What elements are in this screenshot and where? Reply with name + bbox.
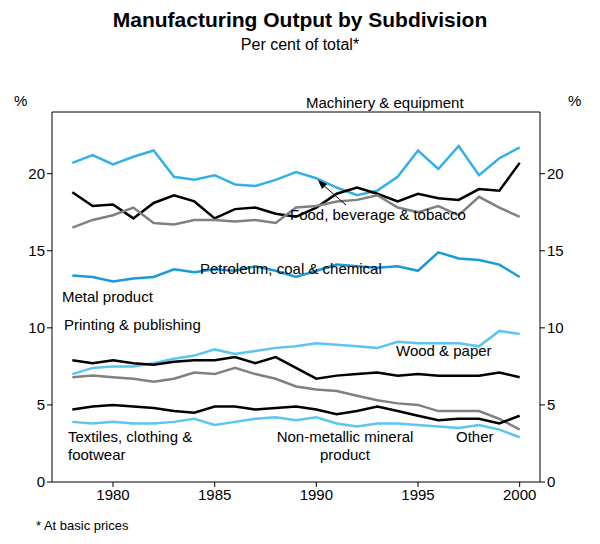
svg-text:10: 10 bbox=[547, 319, 564, 336]
svg-text:0: 0 bbox=[37, 473, 45, 490]
svg-text:1990: 1990 bbox=[300, 486, 333, 503]
svg-text:10: 10 bbox=[28, 319, 45, 336]
html-text:Printing & publishing: Printing & publishing bbox=[64, 316, 201, 333]
svg-text:2000: 2000 bbox=[503, 486, 536, 503]
svg-text:5: 5 bbox=[37, 396, 45, 413]
html-text:Manufacturing Output by Subdiv: Manufacturing Output by Subdivision bbox=[112, 8, 488, 31]
svg-text:20: 20 bbox=[547, 165, 564, 182]
html-text:Petroleum, coal & chemical: Petroleum, coal & chemical bbox=[200, 260, 382, 277]
html-text:Textiles, clothing & footwear: Textiles, clothing & footwear bbox=[68, 428, 193, 463]
svg-text:1980: 1980 bbox=[96, 486, 129, 503]
svg-text:1985: 1985 bbox=[198, 486, 231, 503]
html-text:Per cent of total*: Per cent of total* bbox=[240, 36, 360, 53]
html-text:Machinery & equipment: Machinery & equipment bbox=[306, 94, 464, 111]
html-text:Wood & paper: Wood & paper bbox=[396, 342, 492, 359]
html-text:* At basic prices: * At basic prices bbox=[36, 518, 129, 533]
html-text:Metal product: Metal product bbox=[62, 288, 153, 305]
html-text:Other: Other bbox=[456, 428, 494, 445]
svg-text:15: 15 bbox=[547, 242, 564, 259]
svg-text:0: 0 bbox=[547, 473, 555, 490]
html-text:Food, beverage & tobacco: Food, beverage & tobacco bbox=[290, 206, 466, 223]
svg-text:15: 15 bbox=[28, 242, 45, 259]
svg-text:5: 5 bbox=[547, 396, 555, 413]
svg-text:20: 20 bbox=[28, 165, 45, 182]
svg-text:1995: 1995 bbox=[401, 486, 434, 503]
html-text:Non-metallic mineral product: Non-metallic mineral product bbox=[276, 428, 414, 463]
